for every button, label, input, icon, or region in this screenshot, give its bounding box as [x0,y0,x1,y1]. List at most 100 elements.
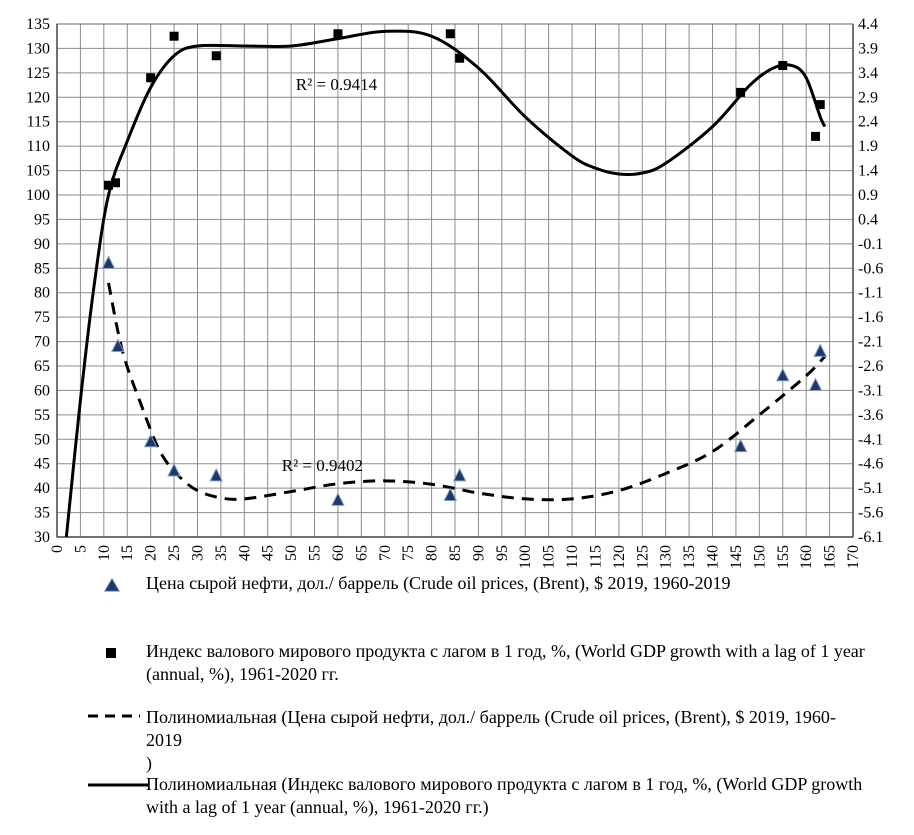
y-left-tick-label: 100 [26,187,50,204]
y-right-tick-label: 0.4 [858,211,878,228]
y-left-tick-label: 90 [34,236,50,253]
x-tick-label: 60 [330,545,347,561]
x-tick-label: 125 [634,545,651,569]
dashed-line-icon [88,714,140,718]
x-tick-label: 0 [49,545,66,553]
y-left-tick-label: 120 [26,89,50,106]
y-right-tick-label: 3.4 [858,65,878,82]
x-tick-label: 15 [119,545,136,561]
y-left-tick-label: 60 [34,382,50,399]
legend-label-oil: Цена сырой нефти, дол./ баррель (Crude o… [146,573,731,593]
oil-price-point [143,433,158,448]
x-tick-label: 165 [822,545,839,569]
x-tick-label: 35 [213,545,230,561]
gdp-point [111,178,121,188]
oil-price-point [331,492,345,506]
y-right-tick-label: 1.9 [858,138,878,155]
x-tick-label: 155 [775,545,792,569]
y-left-tick-label: 80 [34,285,50,302]
gdp-point [455,53,465,63]
trendline-layer [64,29,827,538]
y-left-tick-label: 70 [34,334,50,351]
oil-price-point [443,487,458,501]
gdp-point [736,87,746,97]
y-left-tick-label: 45 [34,456,50,473]
y-left-tick-label: 65 [34,358,50,375]
y-right-tick-label: 0.9 [858,187,878,204]
y-left-tick-label: 40 [34,480,50,497]
gdp-point [815,100,825,110]
x-tick-label: 20 [143,545,160,561]
y-left-tick-label: 125 [26,65,50,82]
y-right-tick-label: 2.4 [858,114,878,131]
x-tick-label: 10 [96,545,113,561]
x-tick-label: 40 [236,545,253,561]
y-right-tick-label: -0.6 [858,260,883,277]
chart-plot: 0 5 10 15 20 25 30 35 40 45 50 55 60 65 70 75 80 85 90 95 10… [26,16,883,569]
y-right-tick-label: -3.1 [858,382,883,399]
x-tick-label: 115 [587,545,604,568]
y-right-tick-label: -0.1 [858,236,883,253]
x-tick-label: 120 [611,545,628,569]
x-tick-label: 95 [494,545,511,561]
y-right-tick-label: -5.6 [858,505,883,522]
x-tick-label: 110 [564,545,581,568]
oil-price-point [808,377,823,392]
y-right-tick-label: 4.4 [858,16,878,33]
y-left-tick-label: 110 [27,138,50,155]
gdp-point [778,61,788,71]
x-tick-label: 145 [728,545,745,569]
gdp-point [169,31,179,41]
y-right-tick-label: -3.6 [858,407,883,424]
oil-price-point [209,467,224,482]
y-left-tick-label: 50 [34,431,50,448]
trendline-oil [107,282,827,502]
y-right-tick-label: -1.6 [858,309,883,326]
legend-label-gdp: Индекс валового мирового продукта с лаго… [146,641,865,684]
point-layer [101,29,828,506]
x-tick-label: 140 [705,545,722,569]
y-right-tick-label: 2.9 [858,89,878,106]
y-left-tick-label: 130 [26,40,50,57]
y-left-tick-label: 85 [34,260,50,277]
oil-price-point [111,338,125,352]
grid-layer [56,23,854,538]
gdp-point [445,29,455,39]
y-left-tick-label: 30 [34,529,50,546]
x-tick-label: 75 [400,545,417,561]
r2-label-oil: R² = 0.9402 [282,456,363,475]
x-tick-label: 55 [307,545,324,561]
y-left-tick-label: 115 [27,114,50,131]
x-tick-label: 170 [845,545,862,569]
y-right-tick-label: -4.1 [858,431,883,448]
r2-labels: R² = 0.9402 R² = 0.9414 [282,75,378,475]
x-tick-label: 160 [798,545,815,569]
square-marker-icon [106,648,116,658]
x-tick-label: 50 [283,545,300,561]
x-tick-label: 105 [541,545,558,569]
oil-price-point [813,343,828,357]
x-tick-label: 65 [353,545,370,561]
y-right-tick-label: -1.1 [858,285,883,302]
x-tick-label: 70 [377,545,394,561]
solid-line-icon [88,783,148,787]
y-left-tick-label: 35 [34,505,50,522]
gdp-point [811,131,821,141]
x-tick-label: 45 [260,545,277,561]
x-tick-label: 135 [681,545,698,569]
y-left-tick-label: 55 [34,407,50,424]
x-tick-label: 5 [72,545,89,553]
gdp-point [211,51,221,61]
triangle-marker-icon [104,578,120,592]
oil-price-point [775,367,790,382]
y-right-tick-label: -6.1 [858,529,883,546]
x-tick-label: 80 [424,545,441,561]
y-right-tick-label: -5.1 [858,480,883,497]
tick-labels: 0 5 10 15 20 25 30 35 40 45 50 55 60 65 70 75 80 85 90 95 10… [26,16,883,569]
x-tick-label: 130 [658,545,675,569]
y-right-tick-label: 1.4 [858,163,878,180]
y-right-tick-label: -2.6 [858,358,883,375]
oil-price-point [452,467,467,482]
oil-price-point [167,462,181,477]
